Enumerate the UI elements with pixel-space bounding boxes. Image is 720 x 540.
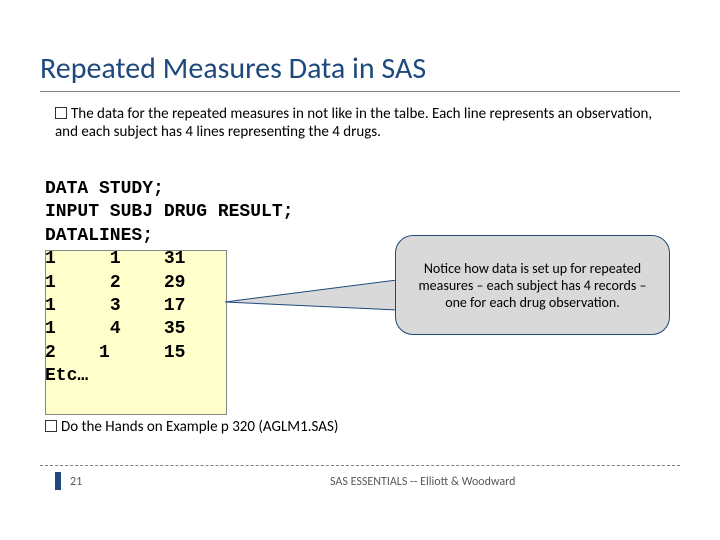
code-row-1: 1 2 29 bbox=[45, 273, 185, 293]
bullet-checkbox-icon bbox=[55, 107, 67, 119]
code-line-3: DATALINES; bbox=[45, 226, 153, 246]
page-num-marker-icon bbox=[55, 472, 61, 490]
bullet-checkbox-icon bbox=[45, 420, 57, 432]
footer-divider bbox=[40, 465, 680, 466]
callout-text: Notice how data is set up for repeated m… bbox=[408, 260, 657, 311]
callout-pointer-icon bbox=[225, 280, 405, 330]
code-line-1: DATA STUDY; bbox=[45, 179, 164, 199]
page-number: 21 bbox=[70, 475, 82, 489]
code-row-4: 2 1 15 bbox=[45, 343, 185, 363]
code-row-0: 1 1 31 bbox=[45, 249, 185, 269]
slide-title: Repeated Measures Data in SAS bbox=[40, 50, 680, 92]
body-paragraph: The data for the repeated measures in no… bbox=[55, 105, 675, 141]
hands-on-line: Do the Hands on Example p 320 (AGLM1.SAS… bbox=[45, 418, 338, 436]
callout-box: Notice how data is set up for repeated m… bbox=[395, 235, 670, 335]
hands-on-text: Do the Hands on Example p 320 (AGLM1.SAS… bbox=[61, 418, 338, 436]
code-etc: Etc… bbox=[45, 366, 88, 386]
body-text-content: The data for the repeated measures in no… bbox=[55, 105, 652, 141]
footer-text: SAS ESSENTIALS -- Elliott & Woodward bbox=[330, 475, 515, 489]
code-row-3: 1 4 35 bbox=[45, 319, 185, 339]
code-line-2: INPUT SUBJ DRUG RESULT; bbox=[45, 202, 293, 222]
code-row-2: 1 3 17 bbox=[45, 296, 185, 316]
